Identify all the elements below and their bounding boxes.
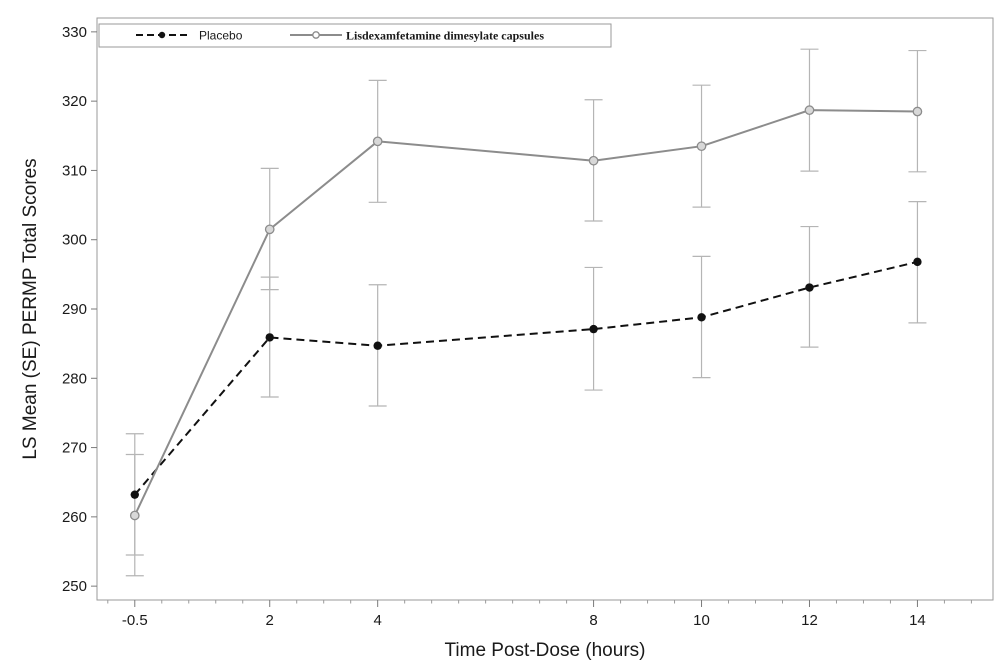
legend: Placebo Lisdexamfetamine dimesylate caps… [98,23,612,48]
legend-marker-placebo [158,31,166,39]
y-tick-label: 280 [62,370,87,387]
y-tick-label: 270 [62,440,87,457]
data-point-ldx [588,155,599,166]
legend-label-ldx: Lisdexamfetamine dimesylate capsules [346,29,544,43]
y-tick-label: 300 [62,232,87,249]
series-line-placebo [134,260,918,496]
data-point-ldx [696,141,707,152]
x-tick-label: -0.5 [122,612,148,629]
data-point-ldx [129,510,140,521]
data-point-ldx [372,136,383,147]
y-tick-label: 330 [62,24,87,41]
x-tick-label: 2 [266,612,274,629]
data-point-placebo [805,283,814,292]
y-tick-label: 310 [62,162,87,179]
series-markers [129,105,923,521]
x-tick-label: 14 [909,612,926,629]
y-axis-title: LS Mean (SE) PERMP Total Scores [20,158,41,459]
x-tick-label: 8 [589,612,597,629]
y-tick-label: 260 [62,509,87,526]
x-axis: -0.5 2 4 8 10 12 14 [107,600,972,629]
data-point-placebo [265,333,274,342]
y-axis: 250 260 270 280 290 300 310 320 330 [62,24,97,595]
x-tick-label: 12 [801,612,818,629]
x-axis-title: Time Post-Dose (hours) [445,640,646,661]
data-point-placebo [130,490,139,499]
data-point-ldx [264,224,275,235]
data-point-ldx [912,106,923,117]
legend-box [98,23,612,48]
legend-label-placebo: Placebo [199,29,243,43]
y-tick-label: 250 [62,578,87,595]
x-tick-label: 4 [374,612,382,629]
series-lines [133,109,918,516]
y-tick-label: 320 [62,93,87,110]
y-tick-label: 290 [62,301,87,318]
x-tick-label: 10 [693,612,710,629]
data-point-ldx [804,105,815,116]
data-point-placebo [913,257,922,267]
data-point-placebo [697,313,706,322]
error-bars [125,48,927,577]
series-line-ldx [133,109,918,516]
legend-marker-ldx [312,31,320,39]
data-point-placebo [589,324,598,334]
data-point-placebo [373,341,382,350]
